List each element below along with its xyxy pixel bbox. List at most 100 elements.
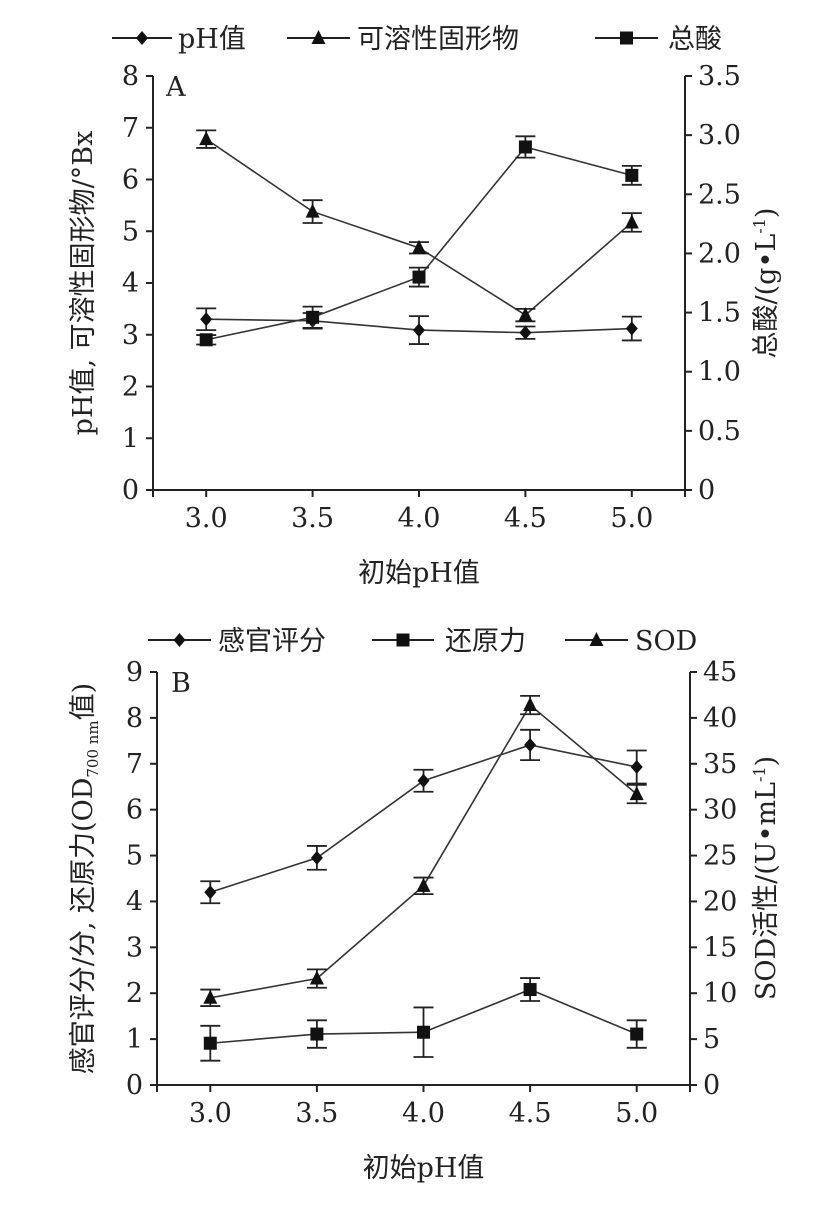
chart-a-data-point	[518, 140, 532, 154]
chart-b-y-tick-label: 3	[126, 932, 143, 963]
chart-a-y-right-title-close: )	[751, 208, 782, 219]
chart-a-x-tick-label: 3.5	[291, 503, 334, 534]
chart-b-data-point	[524, 737, 537, 752]
chart-a-y-right-axis-title: 总酸/(g•L-1)	[750, 208, 782, 359]
chart-b-legend-label: 还原力	[445, 626, 526, 657]
chart-a-legend-marker	[620, 31, 633, 45]
chart-a-y-right-tick-label: 2.5	[698, 179, 741, 210]
chart-a-y-tick-label: 1	[122, 423, 139, 454]
chart-b-y-right-tick-label: 25	[703, 841, 737, 872]
chart-b-y-right-tick-label: 5	[703, 1024, 720, 1055]
chart-b-y-tick-label: 1	[126, 1024, 143, 1055]
chart-b-panel-label: B	[171, 668, 191, 699]
chart-a-x-tick-label: 3.0	[185, 503, 228, 534]
chart-a-x-tick-label: 5.0	[610, 503, 653, 534]
chart-b-legend-item: SOD	[565, 626, 697, 657]
chart-b-y-tick-label: 6	[126, 795, 143, 826]
chart-a-y-tick-label: 0	[122, 475, 139, 506]
chart-b-x-tick-label: 4.0	[402, 1098, 445, 1129]
chart-b-data-point	[310, 850, 323, 865]
chart-b-y-right-tick-label: 45	[703, 657, 737, 688]
chart-a-data-point	[625, 168, 639, 182]
chart-a-legend: pH值 可溶性固形物 总酸	[112, 24, 722, 55]
chart-a-y-right-tick-label: 1.5	[698, 298, 741, 329]
chart-a-legend-item: 总酸	[595, 24, 722, 55]
chart-b-y-tick-label: 4	[126, 886, 143, 917]
chart-a-legend-label: 可溶性固形物	[357, 24, 519, 55]
chart-b-y-title-close: 值)	[68, 683, 99, 721]
chart-a-legend-marker	[136, 31, 148, 45]
chart-b-y-right-tick-label: 40	[703, 703, 737, 734]
chart-a-y-axis-title: pH值, 可溶性固形物/°Bx	[68, 131, 99, 436]
chart-b-series-line	[210, 744, 637, 894]
chart-b-data-point	[630, 1027, 644, 1041]
chart-b-y-right-tick-label: 20	[703, 886, 737, 917]
chart-a-x-tick-label: 4.5	[504, 503, 547, 534]
chart-a-data-point	[199, 131, 214, 146]
chart-b-y-right-title-close: )	[751, 756, 782, 767]
chart-a-series-triangle	[196, 129, 642, 323]
chart-b-y-right-tick-label: 30	[703, 795, 737, 826]
chart-b-y-right-title-sup: -1	[750, 766, 769, 782]
chart-a-y-tick-label: 3	[122, 320, 139, 351]
chart-b-data-point	[523, 983, 537, 997]
chart-a-x-tick-label: 4.0	[398, 503, 441, 534]
chart-a-y-right-title-main: 总酸/(g•L	[751, 234, 782, 359]
chart-b-legend-label: SOD	[635, 626, 697, 657]
chart-a-series-line	[205, 138, 633, 317]
chart-b-x-tick-label: 5.0	[615, 1098, 658, 1129]
chart-a-data-point	[519, 325, 532, 340]
chart-a-data-point	[200, 312, 213, 327]
chart-a-data-point	[625, 321, 638, 336]
chart-b-data-point	[309, 970, 324, 985]
chart-a-legend-item: pH值	[112, 24, 246, 55]
chart-a-legend-label: pH值	[178, 24, 246, 55]
chart-a-data-point	[413, 323, 425, 338]
chart-b-legend: 感官评分 还原力 SOD	[148, 626, 697, 657]
chart-a-y-right-tick-label: 3.5	[698, 61, 741, 92]
chart-b-y-right-tick-label: 10	[703, 978, 737, 1009]
chart-b-y-right-tick-label: 0	[703, 1070, 720, 1101]
chart-a-x-axis-title: 初始pH值	[358, 558, 480, 589]
chart-a-series-diamond	[196, 307, 642, 345]
chart-b: 感官评分 还原力 SOD B 012345678905101520253035404…	[68, 626, 782, 1184]
chart-b-x-tick-label: 3.0	[189, 1098, 232, 1129]
chart-b-data-point	[204, 885, 217, 900]
chart-a-data-point	[199, 333, 213, 347]
chart-a-series	[196, 129, 642, 347]
chart-a-y-right-tick-label: 0	[698, 475, 715, 506]
chart-a-data-point	[412, 239, 426, 254]
chart-a-y-tick-label: 7	[122, 113, 139, 144]
chart-a-series-square	[196, 135, 642, 347]
chart-b-legend-item: 感官评分	[148, 626, 326, 657]
chart-a-y-tick-label: 2	[122, 372, 139, 403]
chart-a: pH值 可溶性固形物 总酸 A 0 1 2 3 4 5 6 7 8 0 0.5 1.0 1.5 2.0 2.5 3…	[68, 24, 782, 589]
chart-a-y-tick-label: 6	[122, 165, 139, 196]
chart-b-data-point	[629, 786, 644, 801]
chart-a-data-point	[412, 270, 426, 284]
chart-b-x-tick-label: 3.5	[295, 1098, 338, 1129]
chart-b-data-point	[310, 1027, 324, 1041]
chart-b-y-title-main: 感官评分/分, 还原力(OD	[68, 778, 99, 1075]
chart-b-legend-marker	[589, 632, 604, 646]
chart-a-y-right-tick-label: 0.5	[698, 416, 741, 447]
chart-b-y-tick-label: 8	[126, 703, 143, 734]
chart-b-legend-marker	[396, 633, 410, 647]
chart-a-data-point	[306, 310, 320, 324]
chart-a-panel-label: A	[165, 72, 186, 103]
chart-a-data-point	[624, 214, 639, 229]
chart-b-legend-item: 还原力	[372, 626, 526, 657]
chart-a-axes: 0 1 2 3 4 5 6 7 8 0 0.5 1.0 1.5 2.0 2.5 3.0 3.5 3.0 3.5 4.0…	[122, 61, 741, 534]
chart-b-data-point	[417, 1025, 430, 1039]
chart-b-y-right-title-main: SOD活性/(U•mL	[751, 782, 782, 1000]
chart-a-y-tick-label: 5	[122, 216, 139, 247]
chart-b-data-point	[203, 989, 218, 1004]
chart-b-y-right-tick-label: 35	[703, 749, 737, 780]
chart-b-y-right-axis-title: SOD活性/(U•mL-1)	[750, 756, 782, 1000]
chart-b-data-point	[523, 697, 538, 712]
chart-b-series-square	[200, 977, 647, 1062]
chart-b-data-point	[203, 1036, 217, 1050]
chart-b-series-triangle	[200, 694, 647, 1007]
